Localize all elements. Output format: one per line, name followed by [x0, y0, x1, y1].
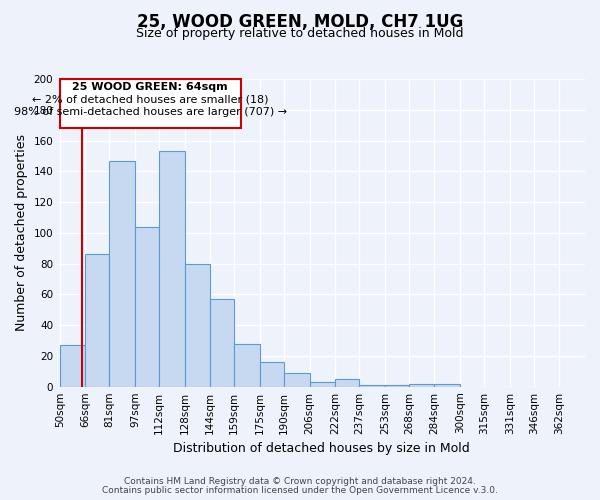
- Text: Contains public sector information licensed under the Open Government Licence v.: Contains public sector information licen…: [102, 486, 498, 495]
- Text: 25 WOOD GREEN: 64sqm: 25 WOOD GREEN: 64sqm: [73, 82, 228, 92]
- Bar: [60, 79, 241, 128]
- Bar: [235, 344, 260, 386]
- Text: 25, WOOD GREEN, MOLD, CH7 1UG: 25, WOOD GREEN, MOLD, CH7 1UG: [137, 12, 463, 30]
- Y-axis label: Number of detached properties: Number of detached properties: [15, 134, 28, 332]
- Bar: [335, 379, 359, 386]
- Text: 98% of semi-detached houses are larger (707) →: 98% of semi-detached houses are larger (…: [14, 106, 287, 117]
- Bar: [359, 385, 385, 386]
- Text: Contains HM Land Registry data © Crown copyright and database right 2024.: Contains HM Land Registry data © Crown c…: [124, 477, 476, 486]
- Bar: [310, 382, 335, 386]
- Bar: [85, 254, 109, 386]
- Text: ← 2% of detached houses are smaller (18): ← 2% of detached houses are smaller (18): [32, 94, 268, 104]
- Bar: [210, 299, 235, 386]
- Bar: [60, 345, 85, 387]
- Bar: [434, 384, 460, 386]
- Bar: [260, 362, 284, 386]
- Bar: [385, 385, 409, 386]
- Bar: [135, 226, 159, 386]
- Text: Size of property relative to detached houses in Mold: Size of property relative to detached ho…: [136, 28, 464, 40]
- Bar: [284, 373, 310, 386]
- Bar: [159, 152, 185, 386]
- Bar: [109, 160, 135, 386]
- Bar: [185, 264, 210, 386]
- X-axis label: Distribution of detached houses by size in Mold: Distribution of detached houses by size …: [173, 442, 470, 455]
- Bar: [409, 384, 434, 386]
